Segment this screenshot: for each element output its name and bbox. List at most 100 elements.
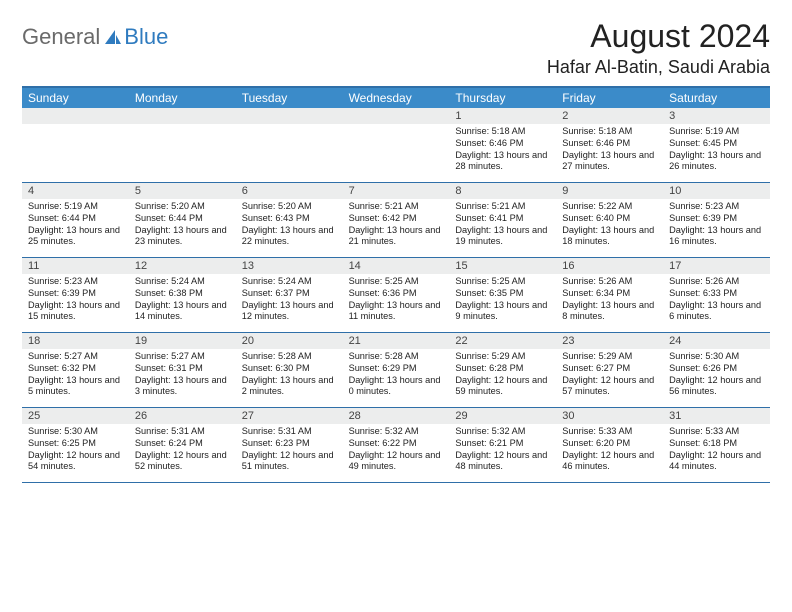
sunset-text: Sunset: 6:18 PM [669,438,764,450]
day-number: 8 [449,183,556,199]
day-cell: Sunrise: 5:23 AMSunset: 6:39 PMDaylight:… [663,199,770,257]
calendar-week: 45678910Sunrise: 5:19 AMSunset: 6:44 PMD… [22,183,770,258]
calendar-week: 25262728293031Sunrise: 5:30 AMSunset: 6:… [22,408,770,483]
sunset-text: Sunset: 6:21 PM [455,438,550,450]
day-cell: Sunrise: 5:26 AMSunset: 6:34 PMDaylight:… [556,274,663,332]
day-cell: Sunrise: 5:30 AMSunset: 6:26 PMDaylight:… [663,349,770,407]
day-cell: Sunrise: 5:31 AMSunset: 6:23 PMDaylight:… [236,424,343,482]
daylight-text: Daylight: 13 hours and 9 minutes. [455,300,550,324]
sunrise-text: Sunrise: 5:31 AM [135,426,230,438]
calendar-week: 123Sunrise: 5:18 AMSunset: 6:46 PMDaylig… [22,108,770,183]
day-data-row: Sunrise: 5:18 AMSunset: 6:46 PMDaylight:… [22,124,770,182]
sunrise-text: Sunrise: 5:27 AM [135,351,230,363]
daylight-text: Daylight: 12 hours and 46 minutes. [562,450,657,474]
sunset-text: Sunset: 6:38 PM [135,288,230,300]
sunrise-text: Sunrise: 5:24 AM [242,276,337,288]
daylight-text: Daylight: 12 hours and 59 minutes. [455,375,550,399]
weekday-header: Saturday [663,88,770,108]
daylight-text: Daylight: 13 hours and 8 minutes. [562,300,657,324]
sunset-text: Sunset: 6:44 PM [135,213,230,225]
day-cell: Sunrise: 5:21 AMSunset: 6:42 PMDaylight:… [343,199,450,257]
day-cell: Sunrise: 5:27 AMSunset: 6:31 PMDaylight:… [129,349,236,407]
day-number [129,108,236,124]
sunset-text: Sunset: 6:36 PM [349,288,444,300]
day-number: 29 [449,408,556,424]
sunrise-text: Sunrise: 5:29 AM [455,351,550,363]
day-number: 24 [663,333,770,349]
day-number: 28 [343,408,450,424]
daylight-text: Daylight: 13 hours and 25 minutes. [28,225,123,249]
day-cell: Sunrise: 5:27 AMSunset: 6:32 PMDaylight:… [22,349,129,407]
daylight-text: Daylight: 13 hours and 0 minutes. [349,375,444,399]
sunset-text: Sunset: 6:22 PM [349,438,444,450]
sunrise-text: Sunrise: 5:29 AM [562,351,657,363]
day-number-row: 25262728293031 [22,408,770,424]
day-number: 7 [343,183,450,199]
sunrise-text: Sunrise: 5:32 AM [349,426,444,438]
daylight-text: Daylight: 13 hours and 15 minutes. [28,300,123,324]
sunrise-text: Sunrise: 5:27 AM [28,351,123,363]
day-number: 3 [663,108,770,124]
sunset-text: Sunset: 6:31 PM [135,363,230,375]
day-cell: Sunrise: 5:18 AMSunset: 6:46 PMDaylight:… [449,124,556,182]
daylight-text: Daylight: 12 hours and 51 minutes. [242,450,337,474]
day-number-row: 123 [22,108,770,124]
weekday-header-row: Sunday Monday Tuesday Wednesday Thursday… [22,88,770,108]
day-cell: Sunrise: 5:25 AMSunset: 6:35 PMDaylight:… [449,274,556,332]
day-data-row: Sunrise: 5:19 AMSunset: 6:44 PMDaylight:… [22,199,770,257]
sunrise-text: Sunrise: 5:21 AM [455,201,550,213]
weekday-header: Monday [129,88,236,108]
sunrise-text: Sunrise: 5:26 AM [669,276,764,288]
sunset-text: Sunset: 6:32 PM [28,363,123,375]
sunrise-text: Sunrise: 5:23 AM [669,201,764,213]
day-number: 23 [556,333,663,349]
sunrise-text: Sunrise: 5:19 AM [669,126,764,138]
day-cell: Sunrise: 5:32 AMSunset: 6:21 PMDaylight:… [449,424,556,482]
day-cell: Sunrise: 5:30 AMSunset: 6:25 PMDaylight:… [22,424,129,482]
sunset-text: Sunset: 6:34 PM [562,288,657,300]
sunrise-text: Sunrise: 5:22 AM [562,201,657,213]
calendar-page: General Blue August 2024 Hafar Al-Batin,… [0,0,792,483]
weekday-header: Tuesday [236,88,343,108]
sunset-text: Sunset: 6:24 PM [135,438,230,450]
day-number: 1 [449,108,556,124]
sunrise-text: Sunrise: 5:32 AM [455,426,550,438]
day-cell [22,124,129,182]
day-cell: Sunrise: 5:20 AMSunset: 6:44 PMDaylight:… [129,199,236,257]
daylight-text: Daylight: 13 hours and 3 minutes. [135,375,230,399]
sunrise-text: Sunrise: 5:23 AM [28,276,123,288]
daylight-text: Daylight: 13 hours and 27 minutes. [562,150,657,174]
day-number: 14 [343,258,450,274]
sunset-text: Sunset: 6:35 PM [455,288,550,300]
sunset-text: Sunset: 6:27 PM [562,363,657,375]
day-cell: Sunrise: 5:31 AMSunset: 6:24 PMDaylight:… [129,424,236,482]
sunrise-text: Sunrise: 5:21 AM [349,201,444,213]
sunrise-text: Sunrise: 5:20 AM [135,201,230,213]
logo-sail-icon [102,28,122,46]
daylight-text: Daylight: 13 hours and 2 minutes. [242,375,337,399]
day-cell: Sunrise: 5:32 AMSunset: 6:22 PMDaylight:… [343,424,450,482]
brand-logo: General Blue [22,18,168,50]
day-cell: Sunrise: 5:26 AMSunset: 6:33 PMDaylight:… [663,274,770,332]
day-data-row: Sunrise: 5:23 AMSunset: 6:39 PMDaylight:… [22,274,770,332]
day-cell: Sunrise: 5:33 AMSunset: 6:18 PMDaylight:… [663,424,770,482]
calendar-week: 11121314151617Sunrise: 5:23 AMSunset: 6:… [22,258,770,333]
day-number: 21 [343,333,450,349]
daylight-text: Daylight: 12 hours and 56 minutes. [669,375,764,399]
sunrise-text: Sunrise: 5:18 AM [455,126,550,138]
sunset-text: Sunset: 6:45 PM [669,138,764,150]
sunset-text: Sunset: 6:42 PM [349,213,444,225]
daylight-text: Daylight: 13 hours and 6 minutes. [669,300,764,324]
day-number: 2 [556,108,663,124]
sunrise-text: Sunrise: 5:19 AM [28,201,123,213]
sunset-text: Sunset: 6:41 PM [455,213,550,225]
day-number: 26 [129,408,236,424]
day-cell [343,124,450,182]
day-cell: Sunrise: 5:19 AMSunset: 6:45 PMDaylight:… [663,124,770,182]
location-subtitle: Hafar Al-Batin, Saudi Arabia [547,57,770,78]
sunrise-text: Sunrise: 5:30 AM [669,351,764,363]
daylight-text: Daylight: 12 hours and 57 minutes. [562,375,657,399]
daylight-text: Daylight: 13 hours and 16 minutes. [669,225,764,249]
sunset-text: Sunset: 6:44 PM [28,213,123,225]
sunset-text: Sunset: 6:39 PM [28,288,123,300]
